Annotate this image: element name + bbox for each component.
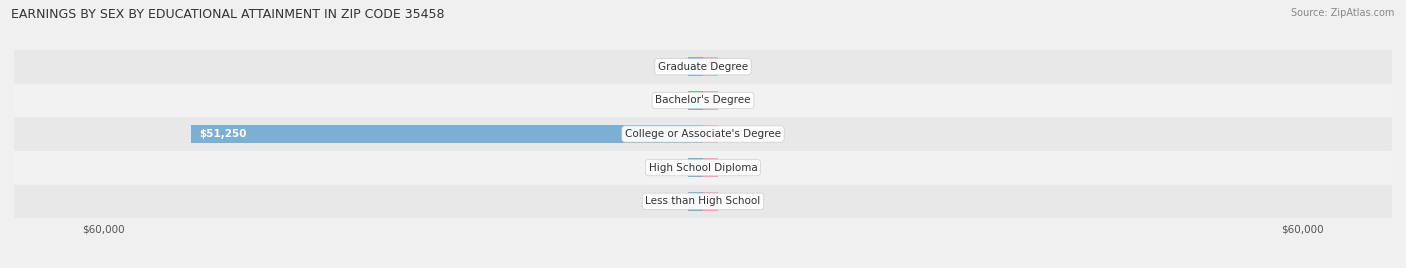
Text: College or Associate's Degree: College or Associate's Degree [626, 129, 780, 139]
Text: Bachelor's Degree: Bachelor's Degree [655, 95, 751, 105]
Bar [703, 125, 718, 143]
Bar [688, 192, 703, 210]
Text: Graduate Degree: Graduate Degree [658, 62, 748, 72]
Bar [703, 58, 718, 76]
FancyBboxPatch shape [14, 117, 1392, 151]
Text: $0: $0 [725, 196, 740, 206]
FancyBboxPatch shape [14, 151, 1392, 184]
Bar [703, 91, 718, 110]
Text: $0: $0 [725, 95, 740, 105]
Text: Less than High School: Less than High School [645, 196, 761, 206]
Text: EARNINGS BY SEX BY EDUCATIONAL ATTAINMENT IN ZIP CODE 35458: EARNINGS BY SEX BY EDUCATIONAL ATTAINMEN… [11, 8, 444, 21]
Text: $0: $0 [666, 95, 681, 105]
Bar [703, 192, 718, 210]
FancyBboxPatch shape [14, 50, 1392, 84]
FancyBboxPatch shape [14, 184, 1392, 218]
Bar [703, 158, 718, 177]
Text: $0: $0 [725, 129, 740, 139]
Text: $0: $0 [725, 163, 740, 173]
Bar [191, 125, 703, 143]
Text: $0: $0 [666, 196, 681, 206]
Text: $51,250: $51,250 [200, 129, 247, 139]
Bar [688, 58, 703, 76]
Text: $0: $0 [666, 62, 681, 72]
Bar [688, 158, 703, 177]
Text: Source: ZipAtlas.com: Source: ZipAtlas.com [1291, 8, 1395, 18]
Text: $0: $0 [666, 163, 681, 173]
FancyBboxPatch shape [14, 84, 1392, 117]
Text: $0: $0 [725, 62, 740, 72]
Text: High School Diploma: High School Diploma [648, 163, 758, 173]
Bar [688, 91, 703, 110]
